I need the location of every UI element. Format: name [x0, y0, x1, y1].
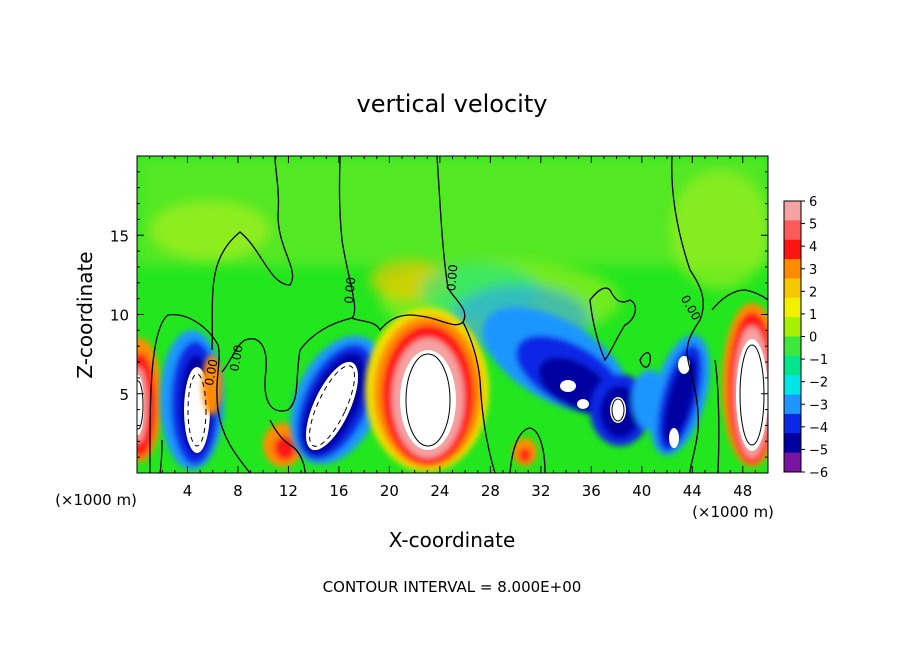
colorbar-label: −3: [809, 398, 828, 413]
colorbar-label: 1: [809, 308, 817, 323]
x-tick-label: 32: [531, 482, 550, 500]
colorbar-swatch: [784, 413, 801, 434]
chart-title: vertical velocity: [357, 90, 548, 118]
x-tick-label: 8: [233, 482, 243, 500]
contour-label: 0.00: [444, 264, 460, 292]
x-tick-label: 16: [329, 482, 348, 500]
x-tick-label: 28: [481, 482, 500, 500]
contour-interval-note: CONTOUR INTERVAL = 8.000E+00: [323, 578, 582, 596]
y-tick-label: 10: [110, 307, 129, 325]
colorbar: 6 5 4 3 2 1 0 −1 −2 −3 −4 −5 −6: [783, 195, 828, 481]
x-unit-right: (×1000 m): [692, 503, 774, 521]
colorbar-label: −5: [809, 443, 828, 458]
y-tick-label: 5: [119, 386, 129, 404]
contour-label: 0.00: [202, 358, 220, 387]
x-tick-label: 4: [183, 482, 193, 500]
x-tick-label: 48: [733, 482, 752, 500]
colorbar-label: −2: [809, 376, 828, 391]
colorbar-swatch: [784, 278, 801, 299]
colorbar-swatch: [784, 259, 801, 279]
colorbar-label: 3: [809, 263, 817, 278]
x-tick-label: 24: [430, 482, 449, 500]
x-unit-left: (×1000 m): [55, 491, 137, 509]
colorbar-swatch: [784, 394, 801, 415]
colorbar-swatch: [784, 239, 801, 260]
x-tick-label: 40: [632, 482, 651, 500]
contour-label: 0.00: [227, 344, 245, 373]
colorbar-label: 6: [809, 195, 817, 210]
colorbar-label: 4: [809, 240, 817, 255]
colorbar-swatch: [784, 452, 801, 473]
x-tick-label: 20: [380, 482, 399, 500]
colorbar-label: 2: [809, 285, 817, 300]
x-tick-label: 12: [279, 482, 298, 500]
y-axis-label: Z-coordinate: [73, 251, 97, 378]
x-tick-label: 36: [582, 482, 601, 500]
y-axis: 5 10 15: [110, 171, 768, 458]
contour-label: 0.00: [342, 276, 358, 304]
x-axis: 4 8 12 16 20 24 28 32 36 40 44 48: [149, 156, 756, 500]
colorbar-swatch: [784, 355, 801, 376]
colorbar-label: −1: [809, 353, 828, 368]
colorbar-label: 0: [809, 331, 817, 346]
colorbar-swatch: [784, 433, 801, 454]
y-tick-label: 15: [110, 227, 129, 245]
colorbar-swatch: [784, 317, 801, 337]
colorbar-swatch: [784, 220, 801, 241]
colorbar-swatch: [784, 375, 801, 396]
colorbar-label: −4: [809, 421, 828, 436]
colorbar-label: −6: [809, 466, 828, 481]
colorbar-swatch: [784, 336, 801, 357]
plot-area: [137, 156, 768, 473]
x-axis-label: X-coordinate: [389, 528, 516, 552]
x-tick-label: 44: [683, 482, 702, 500]
colorbar-swatch: [784, 201, 801, 221]
colorbar-swatch: [784, 297, 801, 318]
colorbar-label: 5: [809, 218, 817, 233]
